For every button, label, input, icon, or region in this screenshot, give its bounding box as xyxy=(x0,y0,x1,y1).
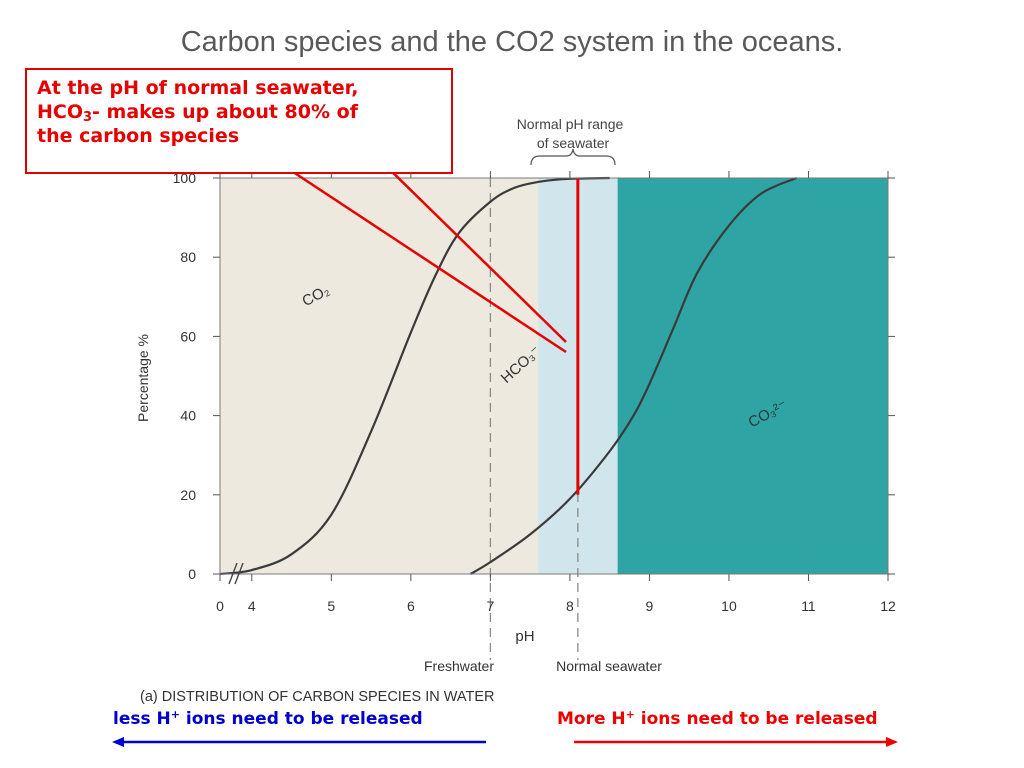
chart-caption: (a) DISTRIBUTION OF CARBON SPECIES IN WA… xyxy=(140,689,494,705)
right-note-suffix: ions need to be released xyxy=(634,709,878,729)
callout-line-2-rest: - makes up about 80% of xyxy=(92,101,358,123)
callout-line-1: At the pH of normal seawater, xyxy=(37,77,359,99)
callout-line-3: the carbon species xyxy=(37,125,240,147)
right-note-sup: + xyxy=(625,708,635,721)
chart-regions xyxy=(220,178,888,660)
y-tick-label: 80 xyxy=(180,249,196,265)
y-tick-label: 20 xyxy=(180,487,196,503)
y-tick-label: 60 xyxy=(180,328,196,344)
more-h-ions-note: More H+ ions need to be released xyxy=(557,709,878,729)
y-tick-label: 100 xyxy=(173,170,197,186)
callout-line-2: HCO3- makes up about 80% of xyxy=(37,100,441,124)
y-tick-label: 40 xyxy=(180,408,196,424)
range-label-2: of seawater xyxy=(537,135,610,151)
freshwater-label: Freshwater xyxy=(424,658,494,674)
region-2 xyxy=(617,178,888,574)
range-label-1: Normal pH range xyxy=(517,116,624,132)
series-line-1 xyxy=(469,176,797,575)
x-tick-label: 11 xyxy=(801,598,816,614)
right-arrow-head xyxy=(886,737,898,747)
chart-frame xyxy=(219,177,889,585)
callout-pointer-lines xyxy=(274,158,567,354)
normal-seawater-label: Normal seawater xyxy=(556,658,662,674)
x-tick-label: 9 xyxy=(646,598,654,614)
plot-frame xyxy=(219,177,889,575)
right-note-prefix: More H xyxy=(557,709,626,729)
left-note-sup: + xyxy=(170,708,180,721)
callout-hco-prefix: HCO xyxy=(37,101,83,123)
x-tick-label: 7 xyxy=(486,598,494,614)
left-arrow-head xyxy=(112,737,124,747)
x-tick-label: 4 xyxy=(248,598,256,614)
less-h-ions-note: less H+ ions need to be released xyxy=(113,709,423,729)
region-0 xyxy=(220,178,539,574)
left-note-prefix: less H xyxy=(113,709,171,729)
slide-title: Carbon species and the CO2 system in the… xyxy=(180,26,844,58)
callout-box: At the pH of normal seawater, HCO3- make… xyxy=(25,68,453,174)
callout-hco-subscript: 3 xyxy=(83,110,93,125)
x-tick-label: 12 xyxy=(880,598,896,614)
x-tick-label: 6 xyxy=(407,598,415,614)
y-tick-label: 0 xyxy=(188,566,196,582)
y-axis-label: Percentage % xyxy=(135,334,151,422)
axis-break-mark xyxy=(228,562,244,585)
x-tick-label: 10 xyxy=(721,598,737,614)
callout-pointer xyxy=(274,158,567,354)
bottom-arrows xyxy=(112,737,898,747)
range-brace xyxy=(530,148,616,166)
x-tick-label: 5 xyxy=(327,598,335,614)
x-axis-label: pH xyxy=(515,628,534,645)
x-tick-label: 0 xyxy=(216,598,224,614)
left-note-suffix: ions need to be released xyxy=(179,709,423,729)
x-tick-label: 8 xyxy=(566,598,574,614)
